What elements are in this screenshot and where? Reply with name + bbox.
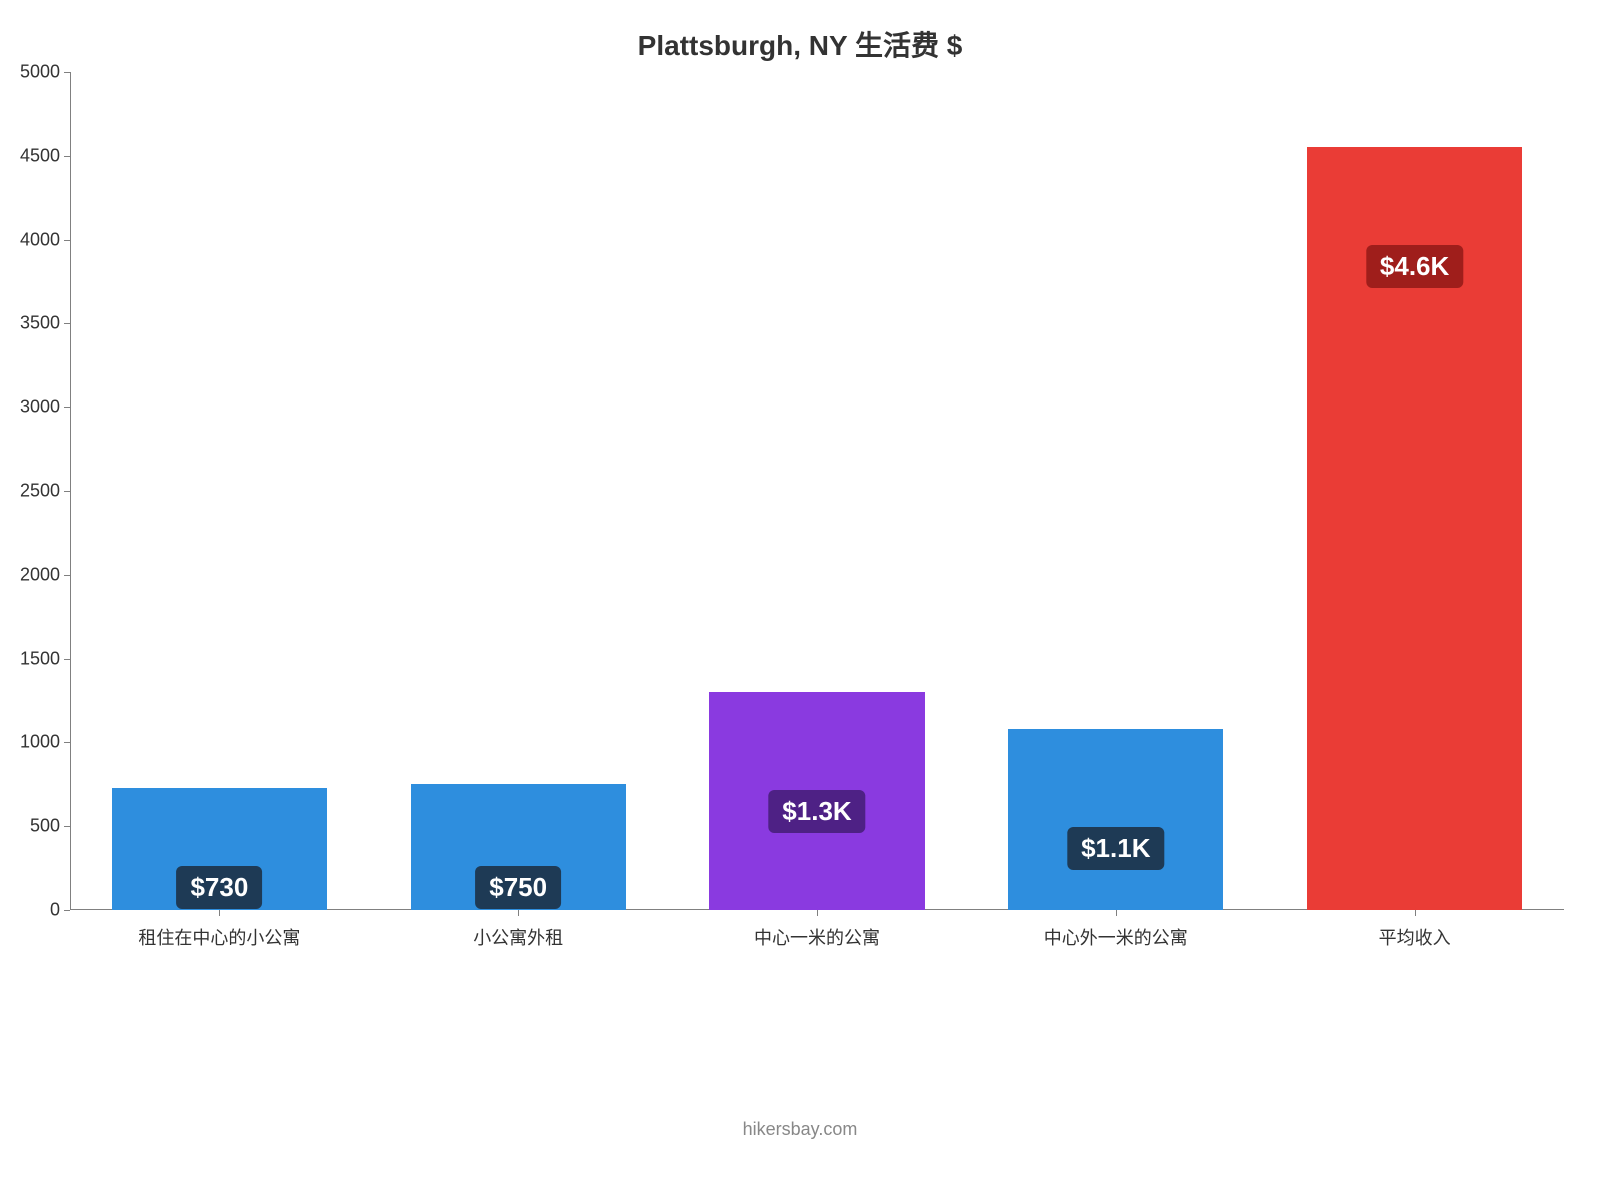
x-tick-label: 小公寓外租 [473, 910, 563, 950]
x-tick-label: 中心一米的公寓 [754, 910, 880, 950]
y-tick-label: 3000 [20, 397, 70, 418]
y-axis-line [70, 72, 71, 910]
x-tick-label: 租住在中心的小公寓 [138, 910, 300, 950]
y-tick-label: 2500 [20, 481, 70, 502]
y-tick-label: 2000 [20, 564, 70, 585]
bar [1008, 729, 1223, 910]
value-badge: $750 [475, 866, 561, 909]
y-tick-label: 5000 [20, 62, 70, 83]
y-tick-label: 4500 [20, 145, 70, 166]
value-badge: $1.3K [768, 790, 865, 833]
y-tick-label: 1000 [20, 732, 70, 753]
y-tick-label: 4000 [20, 229, 70, 250]
value-badge: $1.1K [1067, 827, 1164, 870]
y-tick-label: 500 [30, 816, 70, 837]
chart-container: Plattsburgh, NY 生活费 $ 050010001500200025… [0, 0, 1600, 1200]
y-tick-label: 0 [50, 900, 70, 921]
y-tick-label: 1500 [20, 648, 70, 669]
chart-title: Plattsburgh, NY 生活费 $ [0, 24, 1600, 64]
value-badge: $4.6K [1366, 245, 1463, 288]
chart-footer: hikersbay.com [0, 1119, 1600, 1140]
x-tick-label: 平均收入 [1379, 910, 1451, 950]
x-tick-label: 中心外一米的公寓 [1044, 910, 1188, 950]
plot-area: 0500100015002000250030003500400045005000… [70, 72, 1564, 910]
y-tick-label: 3500 [20, 313, 70, 334]
value-badge: $730 [176, 866, 262, 909]
